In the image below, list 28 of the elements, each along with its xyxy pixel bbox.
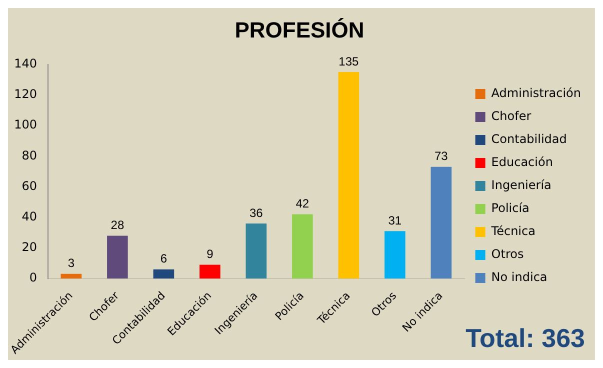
legend-label: Ingeniería	[491, 178, 552, 192]
data-label: 6	[160, 252, 168, 266]
legend-label: Técnica	[490, 224, 536, 238]
legend-label: Policía	[491, 201, 530, 216]
y-tick-label: 80	[22, 148, 38, 162]
legend-label: No indica	[491, 270, 548, 284]
data-label: 36	[250, 206, 264, 220]
data-label: 135	[338, 54, 360, 68]
data-label: 9	[206, 247, 214, 262]
data-label: 3	[68, 256, 75, 270]
legend-label: Educación	[491, 155, 553, 170]
data-label: 28	[110, 218, 124, 232]
text: Total: 363	[466, 323, 585, 354]
data-label: 42	[296, 196, 310, 211]
y-tick-label: 40	[22, 209, 38, 224]
y-tick-label: 20	[22, 240, 38, 254]
y-tick-label: 100	[14, 118, 38, 132]
y-tick-label: 140	[14, 56, 38, 71]
legend-label: Chofer	[491, 109, 532, 124]
legend-label: Contabilidad	[491, 132, 567, 146]
chart-title: PROFESIÓN	[234, 17, 364, 42]
y-tick-label: 0	[29, 270, 38, 285]
data-label: 73	[434, 149, 448, 164]
legend-label: Otros	[491, 247, 524, 262]
data-label: 31	[388, 213, 402, 228]
y-tick-label: 60	[22, 178, 38, 193]
legend-label: Administración	[491, 86, 581, 100]
y-tick-label: 120	[14, 87, 38, 102]
